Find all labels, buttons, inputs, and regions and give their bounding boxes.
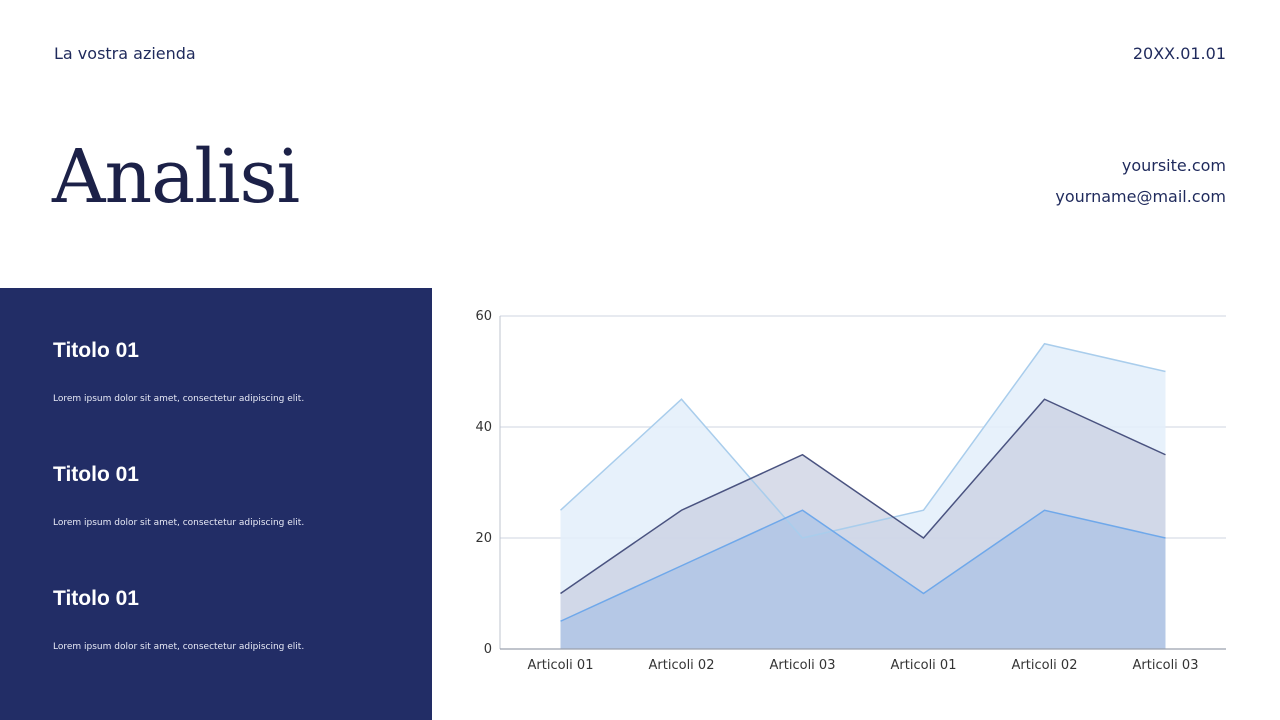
y-tick-label: 40 xyxy=(475,420,492,435)
side-item-text: Lorem ipsum dolor sit amet, consectetur … xyxy=(53,518,305,528)
side-item-text: Lorem ipsum dolor sit amet, consectetur … xyxy=(53,394,305,404)
x-tick-label: Articoli 02 xyxy=(1012,658,1078,673)
y-tick-label: 60 xyxy=(475,309,492,324)
series-area-3 xyxy=(560,510,1166,649)
side-panel: Titolo 01 Lorem ipsum dolor sit amet, co… xyxy=(0,288,432,720)
series-line-1 xyxy=(559,342,1166,539)
x-tick-label: Articoli 03 xyxy=(1133,658,1199,673)
website-link[interactable]: yoursite.com xyxy=(1121,156,1226,175)
side-item: Titolo 01 Lorem ipsum dolor sit amet, co… xyxy=(53,338,413,405)
side-item-text: Lorem ipsum dolor sit amet, consectetur … xyxy=(53,642,305,652)
side-item: Titolo 01 Lorem ipsum dolor sit amet, co… xyxy=(53,462,413,529)
side-item-heading: Titolo 01 xyxy=(53,587,139,610)
x-tick-label: Articoli 02 xyxy=(649,658,715,673)
series-line-3 xyxy=(560,509,1166,622)
side-item: Titolo 01 Lorem ipsum dolor sit amet, co… xyxy=(53,586,413,653)
date-label: 20XX.01.01 xyxy=(1132,44,1226,63)
series-line-2 xyxy=(560,398,1166,595)
y-tick-label: 20 xyxy=(475,531,492,546)
email-link[interactable]: yourname@mail.com xyxy=(1055,187,1226,206)
page-title: Analisi xyxy=(52,134,300,220)
x-tick-label: Articoli 01 xyxy=(528,658,594,673)
y-tick-label: 0 xyxy=(484,642,492,657)
company-name: La vostra azienda xyxy=(54,44,196,63)
contact-block: yoursite.com yourname@mail.com xyxy=(1055,150,1226,212)
side-item-heading: Titolo 01 xyxy=(53,463,139,486)
side-item-heading: Titolo 01 xyxy=(53,339,139,362)
x-tick-label: Articoli 03 xyxy=(770,658,836,673)
x-tick-label: Articoli 01 xyxy=(891,658,957,673)
area-chart: 0 20 40 60 Articoli 01 Articoli 02 Articoli 03… xyxy=(475,309,1226,673)
